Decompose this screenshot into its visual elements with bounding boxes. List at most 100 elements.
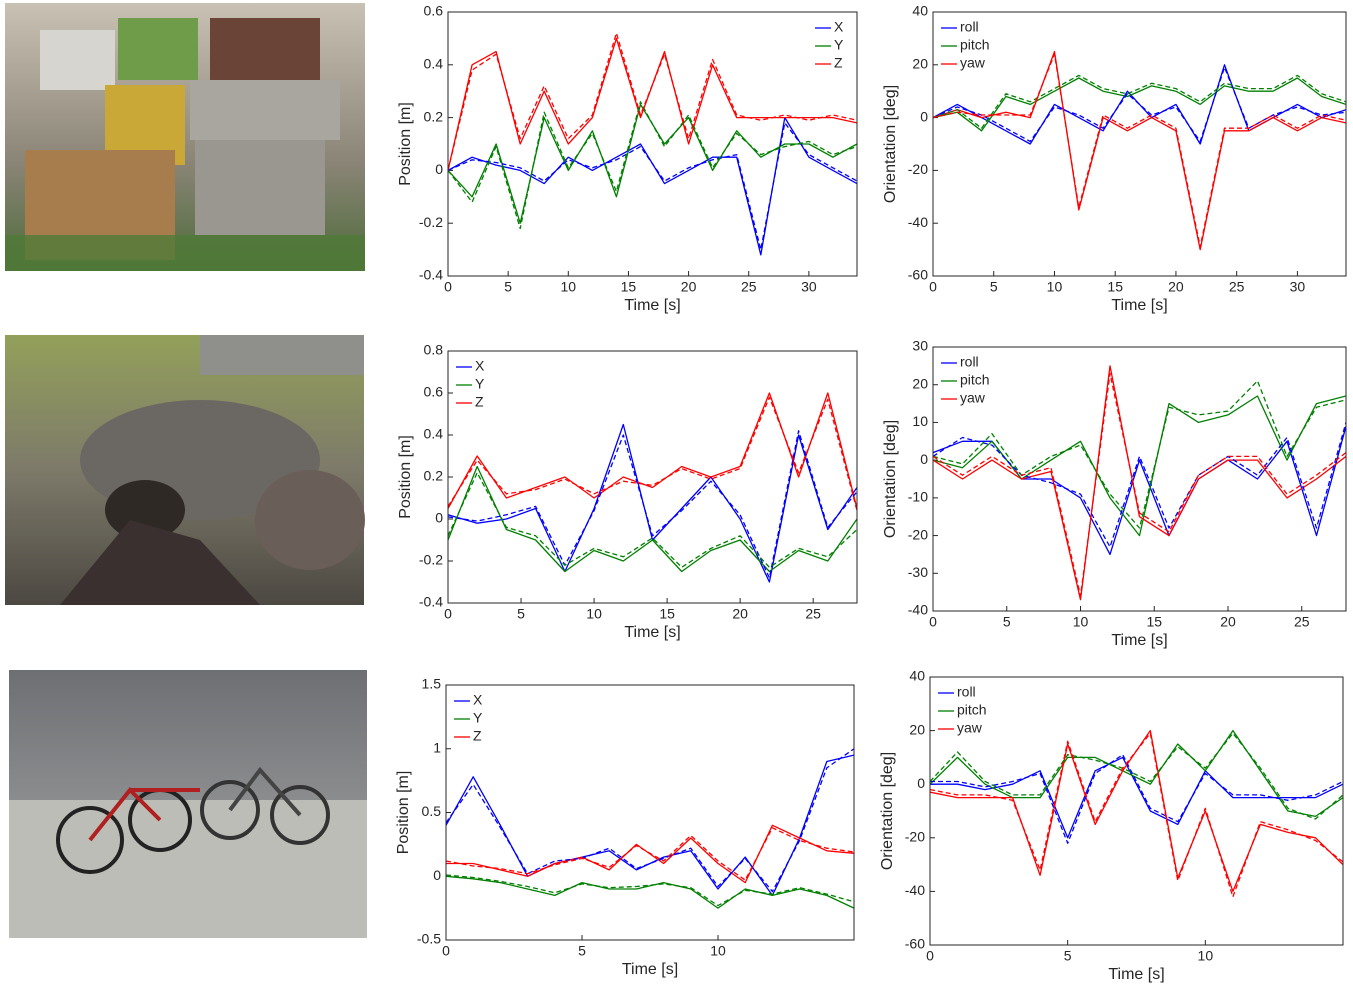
- y-tick-label: 0: [435, 161, 443, 177]
- legend-label: Z: [473, 728, 482, 744]
- x-tick-label: 10: [586, 606, 602, 622]
- x-tick-label: 10: [561, 279, 577, 295]
- series-line-dashed: [448, 32, 857, 171]
- plot-area: [933, 12, 1346, 276]
- y-tick-label: 0: [920, 451, 928, 467]
- series-line-dashed: [933, 66, 1346, 143]
- series-line-dashed: [448, 430, 857, 579]
- series-line-dashed: [446, 827, 854, 881]
- y-tick-label: 20: [912, 56, 928, 72]
- line-chart: 0 5 10 15 20 25 30 -0.4 -0.2 0 0.2 0.4 0.6 Time [s] Po…: [397, 3, 858, 314]
- y-tick-label: -10: [908, 489, 928, 505]
- series-line-dashed: [933, 380, 1346, 529]
- y-tick-label: 0.4: [424, 426, 444, 442]
- x-tick-label: 30: [1290, 279, 1306, 295]
- y-tick-label: -40: [908, 602, 928, 618]
- y-tick-label: 0.6: [424, 384, 444, 400]
- series-line-dashed: [448, 472, 857, 568]
- x-tick-label: 5: [517, 606, 525, 622]
- series-line: [930, 756, 1343, 839]
- legend-label: roll: [960, 354, 979, 370]
- y-tick-label: 30: [912, 338, 928, 354]
- y-tick-label: -0.4: [419, 594, 443, 610]
- y-tick-label: -20: [908, 161, 928, 177]
- x-tick-label: 5: [990, 279, 998, 295]
- x-axis-label: Time [s]: [624, 624, 680, 641]
- series-line-dashed: [446, 748, 854, 893]
- line-chart: 0 5 10 15 20 25 30 -60 -40 -20 0 20 40 Time [s] Orient…: [882, 3, 1347, 314]
- plot-area: [930, 677, 1343, 945]
- x-tick-label: 10: [1047, 279, 1063, 295]
- y-axis-label: Orientation [deg]: [882, 85, 899, 203]
- y-tick-label: 0.8: [424, 342, 444, 358]
- x-tick-label: 20: [1168, 279, 1184, 295]
- series-line-dashed: [930, 732, 1343, 820]
- series-line-dashed: [446, 874, 854, 907]
- y-axis-label: Position [m]: [397, 435, 414, 519]
- x-tick-label: 0: [929, 279, 937, 295]
- plot-area: [448, 351, 857, 603]
- x-tick-label: 5: [578, 943, 586, 959]
- x-tick-label: 0: [444, 279, 452, 295]
- series-line: [933, 365, 1346, 601]
- y-tick-label: -0.5: [417, 931, 441, 947]
- legend-label: Y: [473, 710, 483, 726]
- y-tick-label: 20: [912, 375, 928, 391]
- y-tick-label: 10: [912, 413, 928, 429]
- x-axis-label: Time [s]: [1111, 297, 1167, 314]
- y-axis-label: Position [m]: [397, 102, 414, 186]
- x-tick-label: 10: [1073, 614, 1089, 630]
- y-tick-label: 0.5: [422, 803, 442, 819]
- y-tick-label: -0.4: [419, 267, 443, 283]
- series-line-dashed: [448, 122, 857, 251]
- x-tick-label: 15: [659, 606, 675, 622]
- series-line: [933, 77, 1346, 132]
- plot-frame: [932, 11, 1347, 277]
- photo-rocks: [5, 335, 365, 605]
- legend-label: pitch: [960, 372, 990, 388]
- legend-label: yaw: [957, 720, 983, 736]
- y-tick-label: -40: [908, 214, 928, 230]
- y-tick-label: -30: [908, 564, 928, 580]
- legend-label: Z: [475, 394, 484, 410]
- legend-label: Y: [475, 376, 485, 392]
- legend-label: pitch: [960, 37, 990, 53]
- photo-bicycles: [9, 670, 367, 938]
- legend-label: X: [475, 358, 485, 374]
- legend-label: yaw: [960, 55, 986, 71]
- x-tick-label: 20: [732, 606, 748, 622]
- x-tick-label: 0: [926, 948, 934, 964]
- plot-frame: [929, 676, 1344, 946]
- x-tick-label: 5: [1003, 614, 1011, 630]
- series-line: [933, 50, 1346, 251]
- x-tick-label: 0: [444, 606, 452, 622]
- y-tick-label: 40: [909, 668, 925, 684]
- x-tick-label: 15: [1146, 614, 1162, 630]
- legend-label: Y: [834, 37, 844, 53]
- x-tick-label: 25: [805, 606, 821, 622]
- x-tick-label: 5: [1064, 948, 1072, 964]
- x-axis-label: Time [s]: [624, 297, 680, 314]
- plot-frame: [445, 684, 855, 941]
- legend-label: yaw: [960, 390, 986, 406]
- x-tick-label: 0: [442, 943, 450, 959]
- series-line: [448, 465, 857, 573]
- y-axis-label: Position [m]: [395, 771, 412, 855]
- line-chart: 0 5 10 15 20 25 -0.4 -0.2 0 0.2 0.4 0.6 0.8 Time [s] P…: [397, 342, 858, 641]
- y-tick-label: -0.2: [419, 214, 443, 230]
- line-chart: 0 5 10 -60 -40 -20 0 20 40 Time [s] Orientation [d…: [879, 668, 1344, 983]
- y-tick-label: 0: [433, 867, 441, 883]
- y-tick-label: 20: [909, 721, 925, 737]
- y-tick-label: -20: [905, 829, 925, 845]
- x-axis-label: Time [s]: [1111, 632, 1167, 649]
- legend-label: pitch: [957, 702, 987, 718]
- y-tick-label: 0.6: [424, 3, 444, 19]
- series-line-dashed: [448, 396, 857, 511]
- y-axis-label: Orientation [deg]: [882, 420, 899, 538]
- x-axis-label: Time [s]: [622, 961, 678, 978]
- x-tick-label: 30: [801, 279, 817, 295]
- photo-boxes: [5, 3, 365, 271]
- y-tick-label: 40: [912, 3, 928, 19]
- legend-label: roll: [957, 684, 976, 700]
